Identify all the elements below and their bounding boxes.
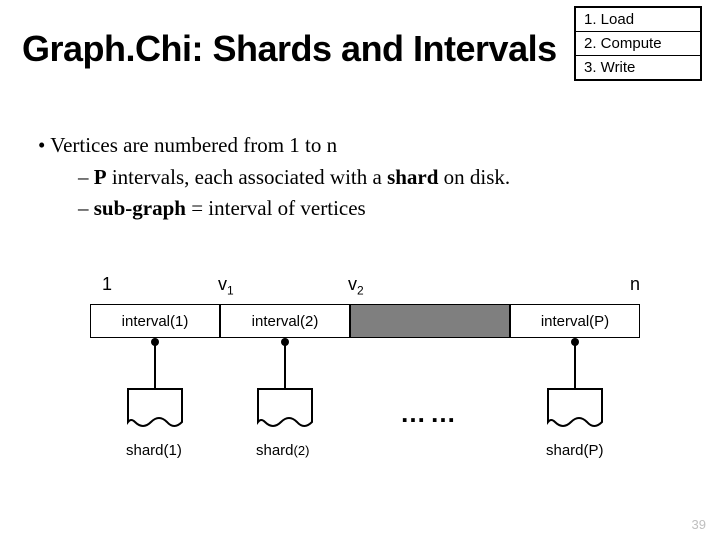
- bullet-2-bold-shard: shard: [387, 165, 438, 189]
- page-title: Graph.Chi: Shards and Intervals: [22, 28, 557, 70]
- interval-2-bar: interval(2): [220, 304, 350, 338]
- page-number: 39: [692, 517, 706, 532]
- steps-box: 1. Load 2. Compute 3. Write: [574, 6, 702, 81]
- axis-v2: v2: [348, 274, 364, 298]
- ellipsis-icon: ……: [400, 398, 460, 429]
- bullet-2-post: on disk.: [438, 165, 510, 189]
- interval-1-bar: interval(1): [90, 304, 220, 338]
- bullet-3-rest: = interval of vertices: [186, 196, 366, 220]
- connector-line-p: [574, 342, 576, 390]
- bullet-2-bold-p: P: [94, 165, 107, 189]
- axis-v1: v1: [218, 274, 234, 298]
- bullet-3: sub-graph = interval of vertices: [78, 193, 510, 225]
- axis-1: 1: [102, 274, 112, 295]
- axis-v2-base: v: [348, 274, 357, 294]
- bullet-list: Vertices are numbered from 1 to n P inte…: [38, 130, 510, 225]
- shard-p-shape: [547, 388, 603, 432]
- step-write: 3. Write: [576, 56, 700, 79]
- connector-line-2: [284, 342, 286, 390]
- bullet-3-bold: sub-graph: [94, 196, 186, 220]
- interval-gap-bar: [350, 304, 510, 338]
- bullet-2: P intervals, each associated with a shar…: [78, 162, 510, 194]
- shard-p-label: shard(P): [546, 442, 604, 459]
- axis-v2-sub: 2: [357, 284, 364, 298]
- step-compute: 2. Compute: [576, 32, 700, 56]
- shard-1-shape: [127, 388, 183, 432]
- bullet-2-mid: intervals, each associated with a: [107, 165, 387, 189]
- shard-2-label: shard(2): [256, 442, 309, 459]
- axis-v1-sub: 1: [227, 284, 234, 298]
- connector-line-1: [154, 342, 156, 390]
- axis-n: n: [630, 274, 640, 295]
- step-load: 1. Load: [576, 8, 700, 32]
- diagram: 1 v1 v2 n interval(1) interval(2) interv…: [90, 270, 650, 490]
- axis-v1-base: v: [218, 274, 227, 294]
- shard-2-label-pre: shard: [256, 442, 294, 459]
- shard-2-label-post: (2): [294, 443, 310, 458]
- bullet-1: Vertices are numbered from 1 to n: [38, 130, 510, 162]
- shard-1-label: shard(1): [126, 442, 182, 459]
- interval-p-bar: interval(P): [510, 304, 640, 338]
- shard-2-shape: [257, 388, 313, 432]
